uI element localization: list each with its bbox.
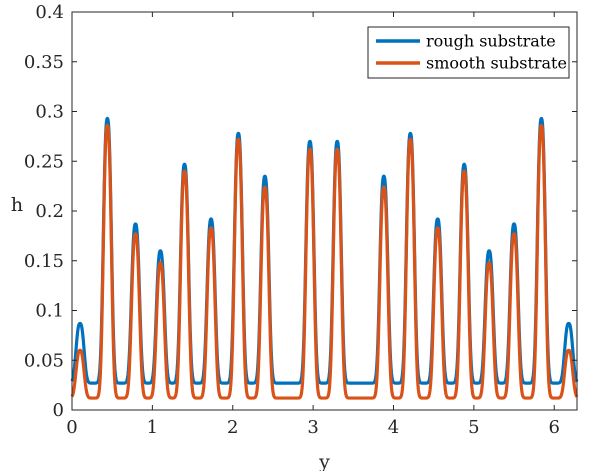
y-tick-label: 0.15 [24, 251, 64, 272]
y-tick-label: 0.2 [35, 201, 64, 222]
legend-box [367, 26, 570, 79]
y-tick-label: 0.35 [24, 52, 64, 73]
ticks-layer: 0 1 2 3 4 5 6 0 0.05 0.1 0.15 0.2 0.25 0.3 0.35 0.4 [24, 2, 577, 438]
legend-label-smooth-substrate: smooth substrate [426, 54, 567, 73]
x-tick-label: 3 [307, 417, 318, 438]
series-line-smooth-substrate [70, 123, 579, 400]
x-tick-label: 0 [66, 417, 77, 438]
x-tick-label: 5 [468, 417, 479, 438]
legend-label-rough-substrate: rough substrate [426, 32, 556, 51]
y-tick-label: 0.05 [24, 350, 64, 371]
x-tick-label: 6 [549, 417, 560, 438]
y-tick-label: 0.1 [35, 301, 64, 322]
legend: rough substrate smooth substrate [367, 26, 570, 79]
x-tick-label: 2 [227, 417, 238, 438]
y-axis-label: h [11, 194, 23, 216]
y-tick-label: 0.3 [35, 102, 64, 123]
y-tick-label: 0.25 [24, 151, 64, 172]
series-layer [70, 116, 579, 400]
x-tick-label: 4 [388, 417, 399, 438]
y-tick-label: 0 [53, 400, 64, 421]
x-axis-label: y [318, 451, 330, 471]
y-tick-label: 0.4 [35, 2, 64, 23]
x-tick-label: 1 [147, 417, 158, 438]
